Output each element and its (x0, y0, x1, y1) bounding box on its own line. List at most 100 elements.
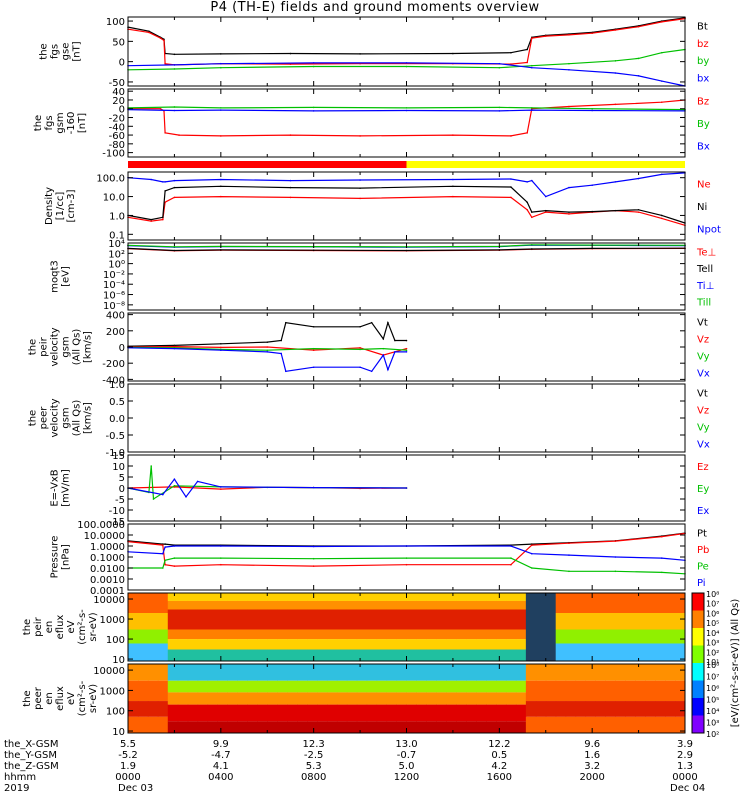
spectrogram-cell (366, 629, 378, 640)
data-point (387, 321, 389, 324)
spectrogram-cell (406, 593, 417, 601)
data-point (285, 321, 287, 324)
spectrogram-cell (446, 664, 457, 681)
spectrogram-cell (366, 680, 378, 693)
data-point (660, 214, 663, 217)
colorbar-tick-label: 10¹ (706, 658, 719, 667)
spectrogram-cell (277, 609, 288, 630)
spectrogram-cell (267, 593, 278, 601)
panel-frame (127, 383, 686, 453)
spectrogram-cell (187, 649, 199, 661)
spectrogram-cell (456, 704, 467, 722)
spectrogram-cell (157, 701, 169, 717)
orbit-value: 12.3 (303, 739, 325, 750)
spectrogram-cell (297, 721, 308, 733)
data-point (220, 249, 222, 251)
spectrogram-cell (247, 629, 258, 640)
data-point (531, 216, 533, 219)
data-point (382, 338, 385, 340)
data-point (614, 60, 617, 62)
spectrogram-cell (466, 664, 477, 681)
spectrogram-cell (257, 649, 268, 661)
spectrogram-cell (267, 629, 278, 640)
spectrogram-cell (386, 704, 398, 722)
spectrogram-cell (336, 609, 348, 630)
spectrogram-cell (237, 609, 248, 630)
spectrogram-cell (416, 680, 427, 693)
spectrogram-cell (515, 692, 527, 705)
spectrogram-cell (466, 704, 477, 722)
spectrogram-cell (197, 664, 209, 681)
spectrogram-cell (486, 704, 497, 722)
spectrogram-cell (316, 629, 328, 640)
colorbar-tick-label: 10⁶ (706, 609, 719, 618)
data-point (510, 545, 512, 547)
y-tick-label: 10⁰ (108, 260, 125, 271)
data-point (591, 32, 593, 35)
y-tick-label: 10⁻² (103, 270, 125, 281)
spectrogram-cell (525, 716, 537, 733)
data-point (220, 195, 222, 198)
spectrogram-cell (515, 704, 527, 722)
spectrogram-cell (197, 680, 209, 693)
y-tick-label: -100 (102, 149, 125, 160)
spectrogram-cell (595, 664, 606, 681)
colorbar-tick-label: 10⁴ (706, 629, 719, 638)
data-point (289, 179, 292, 182)
data-point (526, 201, 528, 204)
data-point (173, 53, 176, 56)
data-point (220, 346, 222, 349)
spectrogram-cell (436, 629, 447, 640)
spectrogram-cell (187, 600, 199, 610)
y-axis-label: sr-eV) (88, 612, 99, 641)
spectrogram-cell (147, 643, 159, 661)
spectrogram-cell (436, 593, 447, 601)
spectrogram-cell (307, 609, 318, 630)
legend-label: Till (696, 298, 711, 309)
spectrogram-cell (655, 613, 666, 630)
spectrogram-cell (257, 593, 268, 601)
spectrogram-cell (416, 664, 427, 681)
data-point (164, 546, 166, 548)
data-point (526, 48, 528, 51)
spectrogram-cell (496, 639, 507, 650)
spectrogram-cell (575, 680, 587, 702)
spectrogram-cell (466, 649, 477, 661)
data-point (162, 544, 164, 546)
orbit-value: 5.5 (120, 739, 136, 750)
spectrogram-cell (356, 600, 368, 610)
orbit-value: 4.2 (491, 761, 507, 772)
spectrogram-cell (247, 664, 258, 681)
spectrogram-cell (177, 704, 189, 722)
spectrogram-cell (406, 704, 417, 722)
spectrogram-cell (177, 680, 189, 693)
spectrogram-cell (157, 629, 169, 644)
legend-label: Bx (697, 142, 710, 153)
spectrogram-cell (386, 609, 398, 630)
spectrogram-cell (137, 680, 149, 702)
spectrogram-cell (297, 664, 308, 681)
y-axis-label: (cm²-s- (77, 609, 88, 645)
y-tick-label: 0.0100 (90, 564, 125, 575)
legend-label: Bz (697, 96, 709, 107)
spectrogram-cell (545, 680, 557, 702)
y-tick-label: 400 (106, 311, 125, 322)
y-axis-label: the (22, 690, 33, 706)
data-point (660, 557, 663, 559)
data-point (498, 106, 501, 109)
data-point (359, 187, 361, 189)
legend-label: Ez (697, 462, 709, 473)
spectrogram-cell (476, 649, 487, 661)
data-point (266, 349, 269, 352)
spectrogram-cell (496, 609, 507, 630)
orbit-value: 13.0 (395, 739, 417, 750)
spectrogram-cell (426, 680, 437, 693)
spectrogram-cell (386, 680, 398, 693)
colorbar-tick-label: 10⁴ (706, 707, 719, 716)
y-axis-label: (cm²-s- (77, 680, 88, 716)
spectrogram-cell (356, 664, 368, 681)
orbit-value: 0000 (115, 772, 140, 783)
legend-label: by (697, 56, 709, 67)
spectrogram-cell (486, 629, 497, 640)
colorbar-segment (692, 645, 704, 664)
